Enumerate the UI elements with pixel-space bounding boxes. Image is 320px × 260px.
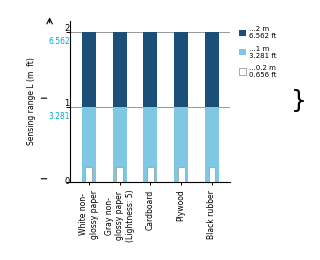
Bar <box>205 107 219 182</box>
Y-axis label: Sensing range L (m  ft): Sensing range L (m ft) <box>28 57 36 145</box>
Text: 0: 0 <box>65 178 70 186</box>
Bar <box>116 167 123 182</box>
Bar <box>82 32 96 107</box>
Text: }: } <box>291 89 307 113</box>
Text: 3.281: 3.281 <box>48 112 70 121</box>
Bar <box>143 32 157 107</box>
Bar <box>178 167 185 182</box>
Bar <box>113 32 126 107</box>
Bar <box>82 107 96 182</box>
Text: 6.562: 6.562 <box>48 37 70 46</box>
Bar <box>205 32 219 107</box>
Bar <box>113 107 126 182</box>
Bar <box>174 107 188 182</box>
Text: 2: 2 <box>65 24 70 33</box>
Bar <box>174 32 188 107</box>
Bar <box>209 167 215 182</box>
Text: 1: 1 <box>65 99 70 108</box>
Bar <box>85 167 92 182</box>
Bar <box>147 167 154 182</box>
Legend: ...2 m
6.562 ft, ...1 m
3.281 ft, ...0.2 m
0.656 ft: ...2 m 6.562 ft, ...1 m 3.281 ft, ...0.2… <box>237 24 278 80</box>
Bar <box>143 107 157 182</box>
